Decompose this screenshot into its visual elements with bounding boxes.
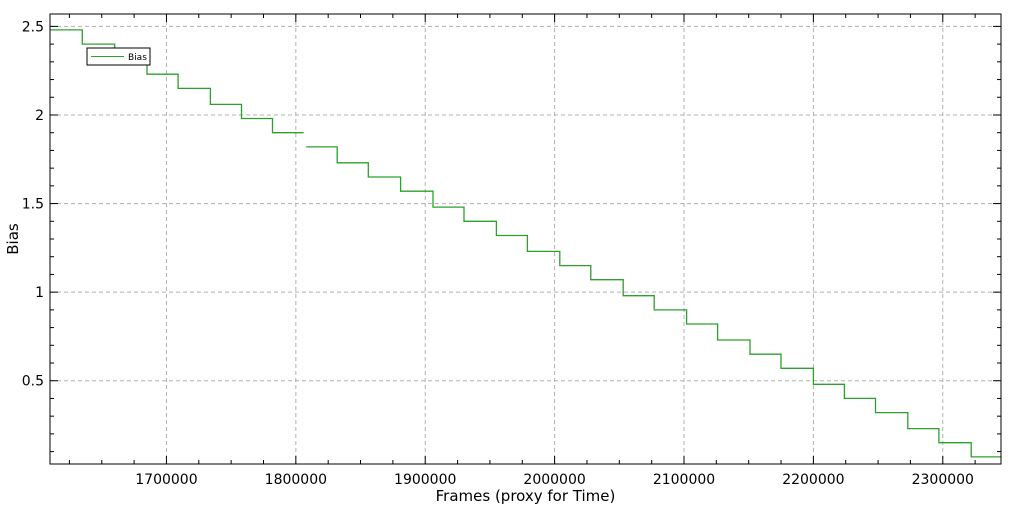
y-tick-label: 1 [35, 285, 44, 301]
y-tick-labels: 0.5 1 1.5 2 2.5 [22, 19, 44, 389]
x-tick-label: 2100000 [653, 472, 715, 488]
axis-ticks [50, 14, 1001, 464]
y-axis-label: Bias [4, 223, 22, 255]
x-tick-label: 1700000 [135, 472, 197, 488]
y-tick-label: 1.5 [22, 197, 44, 213]
x-tick-labels: 1700000 1800000 1900000 2000000 2100000 22000… [135, 472, 974, 488]
grid [50, 14, 1001, 464]
bias-series-line [306, 146, 1001, 458]
x-tick-label: 2000000 [523, 472, 585, 488]
y-tick-label: 0.5 [22, 374, 44, 390]
bias-series-line [50, 29, 304, 134]
plot-frame [49, 13, 1002, 465]
x-tick-label: 2300000 [912, 472, 974, 488]
legend: Bias [86, 47, 151, 66]
x-tick-label: 2200000 [782, 472, 844, 488]
series-layer [50, 29, 1001, 458]
legend-label: Bias [128, 53, 147, 63]
y-tick-label: 2 [35, 108, 44, 124]
x-tick-label: 1900000 [394, 472, 456, 488]
x-tick-label: 1800000 [265, 472, 327, 488]
y-tick-label: 2.5 [22, 19, 44, 35]
x-axis-label: Frames (proxy for Time) [436, 487, 616, 505]
